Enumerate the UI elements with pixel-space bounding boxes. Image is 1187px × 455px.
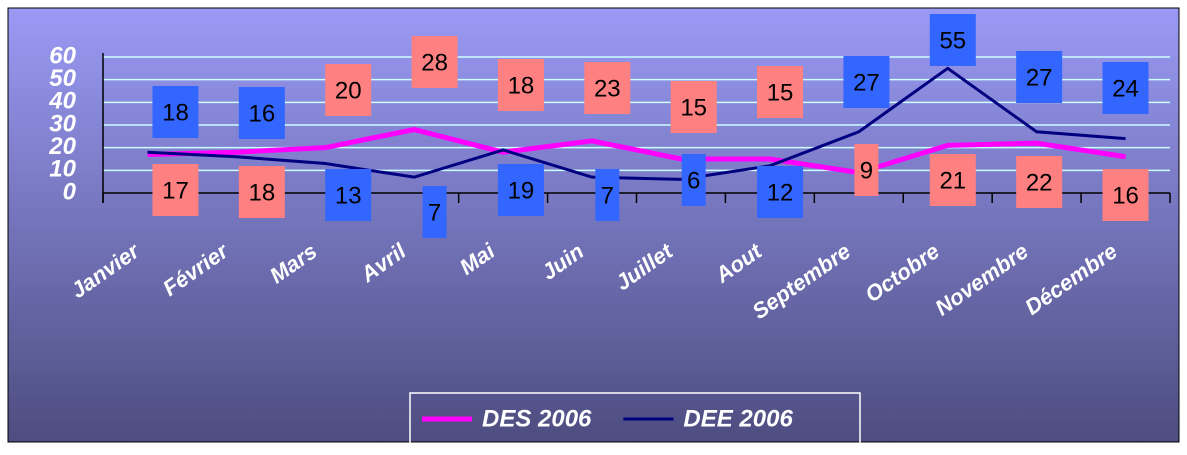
data-label-box <box>325 64 372 116</box>
data-label: 7 <box>428 199 441 226</box>
y-tick-label: 0 <box>63 178 77 205</box>
data-label-box <box>152 86 199 138</box>
series-line <box>147 66 1126 181</box>
data-label: 15 <box>767 79 794 106</box>
data-label-box <box>843 56 890 108</box>
data-label: 20 <box>335 77 362 104</box>
legend-label: DEE 2006 <box>683 405 793 432</box>
data-label: 22 <box>1026 169 1053 196</box>
series-line <box>147 126 1126 176</box>
y-tick-label: 40 <box>48 88 76 115</box>
data-label: 55 <box>939 27 966 54</box>
data-label-box <box>757 66 804 118</box>
y-tick-label: 30 <box>49 110 76 137</box>
data-label-box <box>929 14 976 66</box>
data-label-box <box>929 154 976 206</box>
data-label-box <box>411 36 458 88</box>
data-label: 13 <box>335 182 362 209</box>
data-label-box <box>152 164 199 216</box>
data-label-box <box>325 169 372 221</box>
data-label-box <box>854 144 879 196</box>
data-label: 6 <box>687 167 700 194</box>
data-label: 19 <box>508 177 535 204</box>
data-label: 18 <box>248 179 275 206</box>
data-label-box <box>497 59 544 111</box>
data-label: 17 <box>162 177 189 204</box>
data-label-box <box>757 166 804 218</box>
data-label: 18 <box>508 72 535 99</box>
data-label: 7 <box>601 182 614 209</box>
data-label-box <box>497 164 544 216</box>
y-tick-label: 20 <box>48 133 76 160</box>
data-label: 24 <box>1112 75 1139 102</box>
data-label: 27 <box>853 69 880 96</box>
data-label: 23 <box>594 75 621 102</box>
data-label: 28 <box>421 49 448 76</box>
data-label: 27 <box>1026 64 1053 91</box>
data-label: 12 <box>767 179 794 206</box>
data-label: 18 <box>162 99 189 126</box>
legend-box <box>409 392 861 446</box>
data-label: 16 <box>248 100 275 127</box>
data-label-box <box>1016 156 1063 208</box>
data-label: 21 <box>939 167 966 194</box>
data-label: 16 <box>1112 182 1139 209</box>
y-tick-label: 10 <box>49 156 76 183</box>
y-tick-label: 60 <box>49 42 76 69</box>
data-label: 15 <box>680 94 707 121</box>
data-label-box <box>595 169 620 221</box>
data-label-box <box>422 186 447 238</box>
data-label-box <box>670 81 717 133</box>
y-tick-label: 50 <box>49 65 76 92</box>
data-label-box <box>1102 169 1149 221</box>
data-label-box <box>1102 62 1149 114</box>
data-label-box <box>238 166 285 218</box>
data-label-box <box>584 62 631 114</box>
data-label: 9 <box>860 157 873 184</box>
legend-label: DES 2006 <box>482 405 592 432</box>
data-label-box <box>238 87 285 139</box>
data-label-box <box>681 154 706 206</box>
data-label-box <box>1016 51 1063 103</box>
